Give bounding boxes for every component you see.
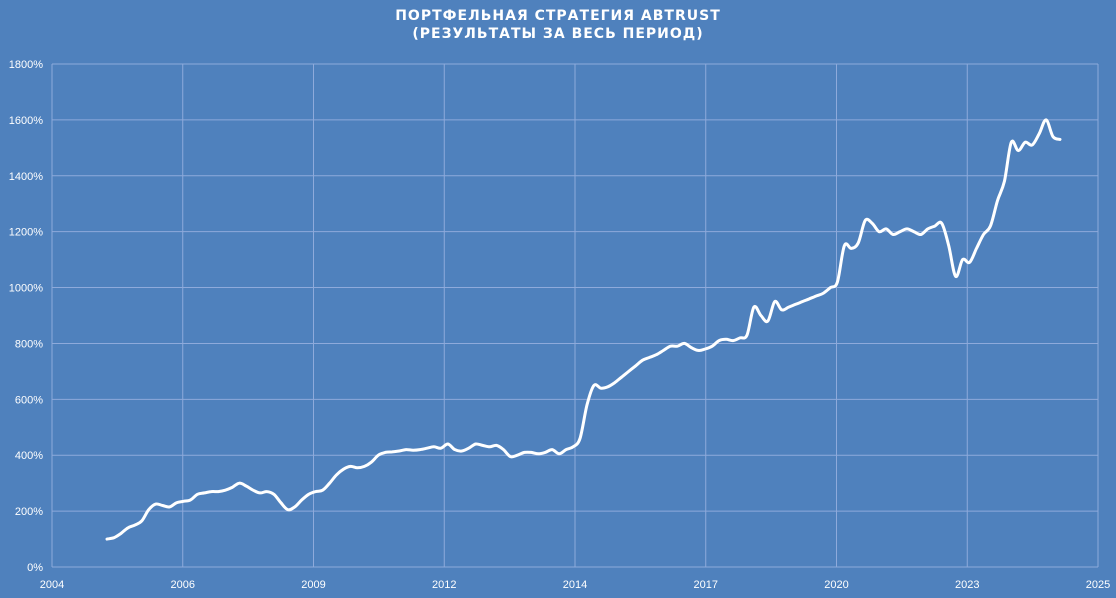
x-tick-label: 2017 <box>694 579 718 591</box>
x-tick-label: 2009 <box>301 579 325 591</box>
x-tick-label: 2012 <box>432 579 456 591</box>
y-tick-label: 200% <box>15 506 43 518</box>
y-tick-label: 600% <box>15 394 43 406</box>
y-tick-label: 400% <box>15 450 43 462</box>
x-tick-label: 2006 <box>171 579 195 591</box>
x-tick-label: 2004 <box>40 579 64 591</box>
y-tick-label: 1000% <box>9 283 43 295</box>
x-tick-label: 2020 <box>824 579 848 591</box>
series-line <box>105 118 1062 541</box>
y-tick-label: 1200% <box>9 227 43 239</box>
x-tick-label: 2025 <box>1086 579 1110 591</box>
y-tick-label: 1400% <box>9 171 43 183</box>
x-tick-label: 2014 <box>563 579 587 591</box>
y-tick-label: 1600% <box>9 115 43 127</box>
y-tick-label: 0% <box>27 562 43 574</box>
chart-title: ПОРТФЕЛЬНАЯ СТРАТЕГИЯ ABTRUST <box>395 8 721 24</box>
chart-subtitle: (РЕЗУЛЬТАТЫ ЗА ВЕСЬ ПЕРИОД) <box>412 26 704 42</box>
x-tick-label: 2023 <box>955 579 979 591</box>
y-tick-label: 800% <box>15 338 43 350</box>
y-tick-label: 1800% <box>9 59 43 71</box>
